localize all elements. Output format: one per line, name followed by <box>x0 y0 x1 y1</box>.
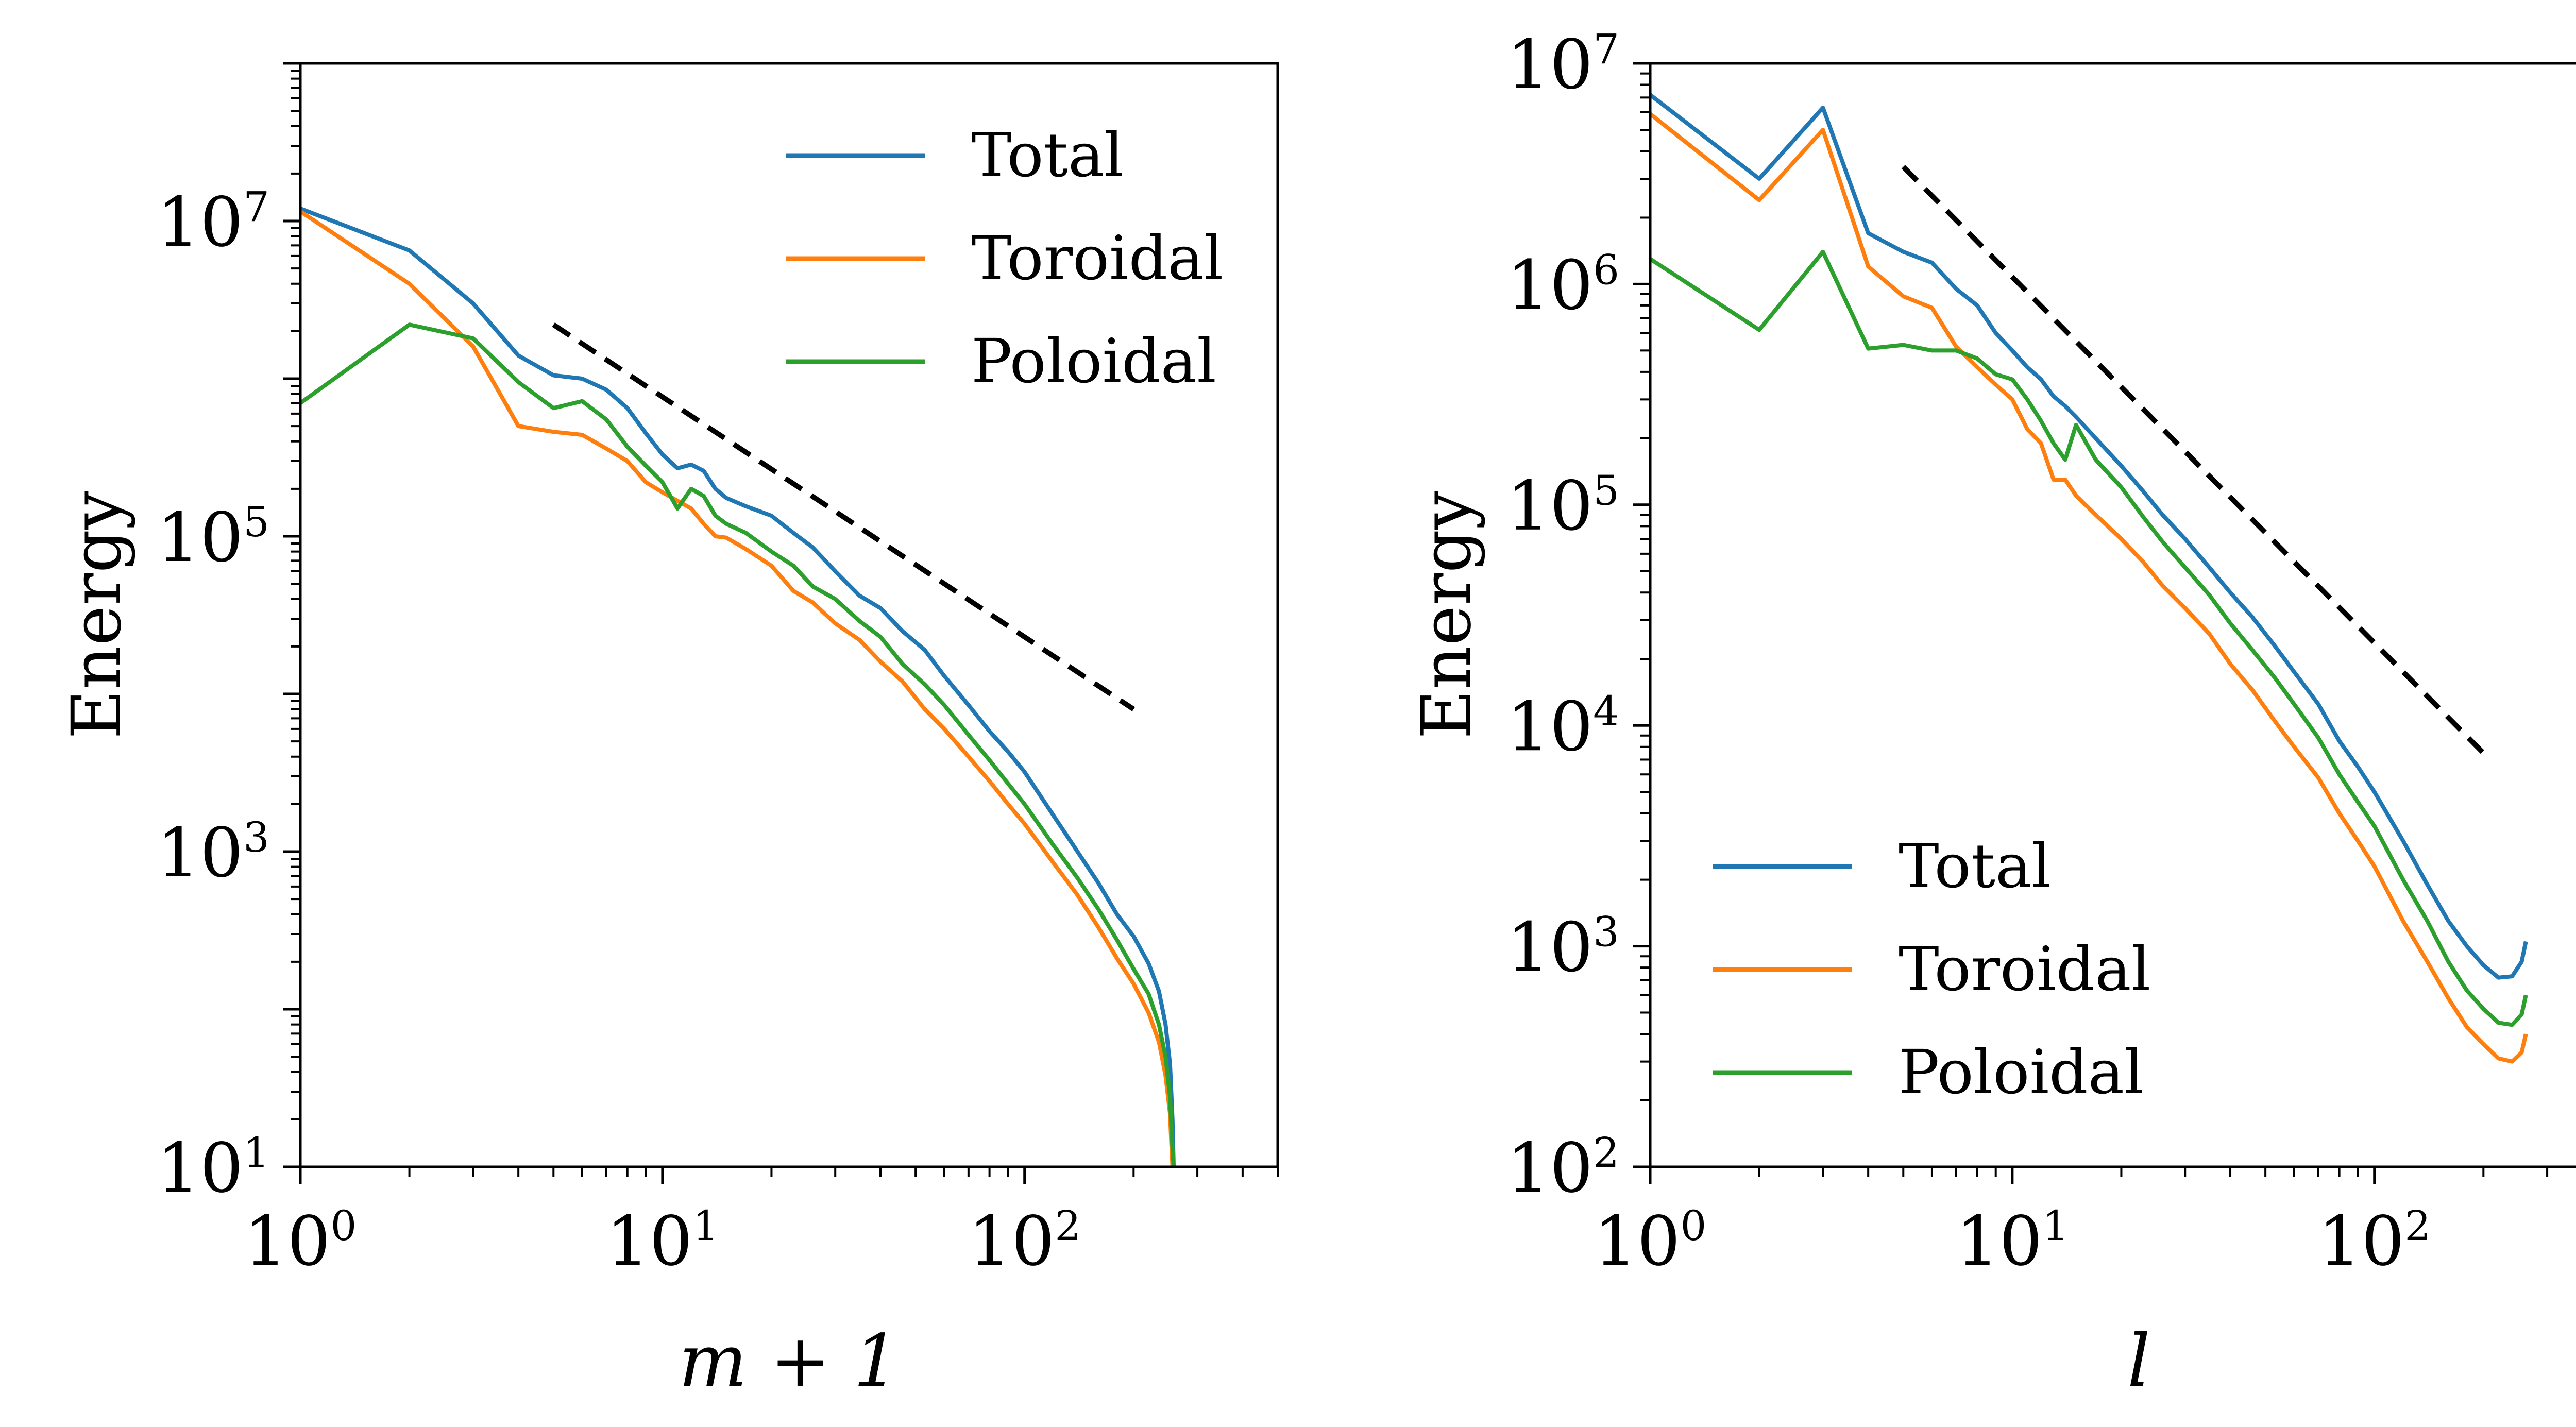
tick-label-exponent: 6 <box>1593 246 1619 294</box>
y-tick-label: 103 <box>157 813 269 893</box>
legend-label-total: Total <box>971 120 1124 191</box>
tick-label-base: 10 <box>244 1202 331 1281</box>
y-tick-label: 105 <box>1506 467 1619 546</box>
tick-label-base: 10 <box>1506 908 1593 988</box>
tick-label-exponent: 0 <box>331 1202 357 1250</box>
tick-label-exponent: 4 <box>1593 687 1619 735</box>
x-axis-label: m + 1 <box>679 1319 899 1403</box>
series-line-poloidal <box>1650 249 2528 1027</box>
tick-label-exponent: 7 <box>243 183 269 231</box>
y-tick-label: 103 <box>1506 908 1619 988</box>
tick-label-exponent: 7 <box>1593 25 1619 73</box>
y-tick-label: 102 <box>1506 1129 1619 1208</box>
y-axis-label: Energy <box>1407 491 1486 739</box>
legend-label-poloidal: Poloidal <box>1899 1037 2144 1108</box>
series-line-toroidal <box>300 210 1175 1167</box>
x-tick-label: 102 <box>2318 1202 2431 1281</box>
series-line-total <box>300 207 1176 1167</box>
tick-label-base: 10 <box>157 498 243 577</box>
tick-label-exponent: 2 <box>1593 1129 1619 1177</box>
legend-label-poloidal: Poloidal <box>971 326 1216 397</box>
tick-label-base: 10 <box>157 183 243 262</box>
tick-label-base: 10 <box>968 1202 1055 1281</box>
tick-label-exponent: 1 <box>692 1202 719 1250</box>
tick-label-exponent: 1 <box>243 1129 269 1177</box>
tick-label-base: 10 <box>1506 246 1593 325</box>
tick-label-base: 10 <box>1506 1129 1593 1208</box>
tick-label-exponent: 3 <box>1593 908 1619 956</box>
x-tick-label: 101 <box>1956 1202 2069 1281</box>
y-tick-label: 101 <box>157 1129 269 1208</box>
tick-label-base: 10 <box>1956 1202 2042 1281</box>
axes-frame <box>1649 62 2576 1168</box>
y-axis-label: Energy <box>57 491 137 739</box>
legend: Total Toroidal Poloidal <box>1713 830 2150 1108</box>
tick-label-exponent: 1 <box>2042 1202 2069 1250</box>
y-tick-label: 107 <box>157 183 269 262</box>
right-panel-energy-vs-l: 100 101 102102103104105106107lEnergyTotalT… <box>1407 25 2576 1403</box>
x-tick-label: 102 <box>968 1202 1081 1281</box>
tick-label-exponent: 5 <box>1593 467 1619 515</box>
x-axis-label: l <box>2127 1319 2150 1403</box>
x-tick-label: 101 <box>606 1202 719 1281</box>
legend-label-toroidal: Toroidal <box>971 223 1223 294</box>
tick-label-base: 10 <box>2318 1202 2404 1281</box>
tick-label-base: 10 <box>1506 687 1593 767</box>
tick-label-exponent: 2 <box>2404 1202 2431 1250</box>
reference-slope-line <box>552 322 1136 711</box>
tick-label-base: 10 <box>1506 25 1593 105</box>
tick-label-base: 10 <box>606 1202 692 1281</box>
tick-label-exponent: 5 <box>243 498 269 546</box>
tick-label-base: 10 <box>157 1129 243 1208</box>
series-line-total <box>1650 93 2528 980</box>
legend-label-toroidal: Toroidal <box>1899 933 2150 1005</box>
series-line-poloidal <box>300 322 1176 1167</box>
tick-label-base: 10 <box>1506 467 1593 546</box>
tick-label-exponent: 2 <box>1055 1202 1081 1250</box>
x-tick-label: 100 <box>1594 1202 1707 1281</box>
tick-label-base: 10 <box>157 813 243 893</box>
legend: Total Toroidal Poloidal <box>786 120 1223 397</box>
legend-label-total: Total <box>1899 830 2051 902</box>
reference-slope-line <box>1901 165 2485 755</box>
y-tick-label: 105 <box>157 498 269 577</box>
y-tick-label: 107 <box>1506 25 1619 105</box>
x-tick-label: 100 <box>244 1202 357 1281</box>
y-tick-label: 104 <box>1506 687 1619 767</box>
tick-label-base: 10 <box>1594 1202 1681 1281</box>
y-tick-label: 106 <box>1506 246 1619 325</box>
tick-label-exponent: 0 <box>1681 1202 1707 1250</box>
axes-frame <box>299 62 1279 1168</box>
tick-label-exponent: 3 <box>243 813 269 861</box>
